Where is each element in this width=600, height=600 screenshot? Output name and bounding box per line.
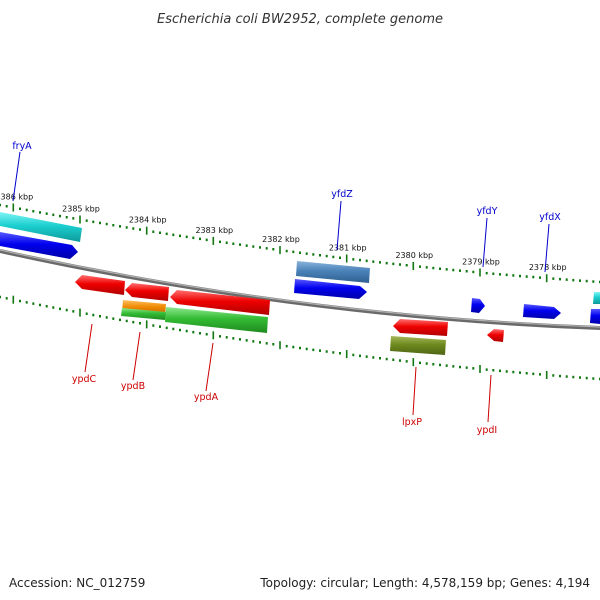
leader-line-yfdZ (336, 200, 342, 251)
gene-label-ypdI[interactable]: ypdI (477, 425, 497, 436)
gene-arrow-edge-blue[interactable] (590, 309, 600, 324)
gene-arrow-yfdZ[interactable] (294, 279, 367, 299)
gene-label-ypdB[interactable]: ypdB (121, 381, 145, 392)
scale-label: 2382 kbp (262, 235, 300, 244)
gene-label-yfdX[interactable]: yfdX (539, 212, 561, 223)
gene-arrow-ypdA-cds[interactable] (165, 307, 268, 333)
scale-label: 2378 kbp (529, 263, 567, 272)
leader-line-lpxP (412, 366, 417, 416)
outer-tick-track (0, 203, 600, 284)
scale-label: 2384 kbp (129, 216, 167, 225)
leader-line-ypdB (132, 331, 141, 381)
gene-arrow-ypdB[interactable] (125, 283, 169, 301)
scale-labels: 2386 kbp 2385 kbp 2384 kbp 2383 kbp 2382 kbp… (0, 193, 567, 273)
gene-label-yfdY[interactable]: yfdY (477, 206, 498, 217)
gene-arrow-edge-cyan[interactable] (593, 292, 600, 304)
gene-arrow-yfdY[interactable] (471, 298, 485, 313)
scale-label: 2385 kbp (62, 205, 100, 214)
gene-arrow-fryA[interactable] (0, 232, 78, 259)
scale-label: 2386 kbp (0, 193, 33, 202)
gene-label-lpxP[interactable]: lpxP (402, 417, 422, 428)
leader-line-fryA (12, 151, 21, 202)
gene-label-yfdZ[interactable]: yfdZ (331, 189, 353, 200)
gene-arrow-ypdC[interactable] (75, 275, 125, 295)
genome-title: Escherichia coli BW2952, complete genome (157, 12, 443, 27)
leader-line-ypdC (84, 323, 93, 373)
gene-arrow-ypdA[interactable] (170, 290, 270, 315)
leader-line-ypdI (487, 374, 492, 423)
leader-line-ypdA (205, 342, 214, 392)
scale-label: 2379 kbp (462, 258, 500, 267)
scale-label: 2381 kbp (329, 244, 367, 253)
gene-label-fryA[interactable]: fryA (12, 141, 32, 152)
gene-arrow-lpxP-cds[interactable] (390, 336, 446, 355)
gene-arrow-yfdX[interactable] (523, 304, 561, 319)
gene-arrow-ypdB-green[interactable] (121, 308, 166, 320)
accession-text: Accession: NC_012759 (9, 576, 145, 590)
leader-line-yfdX (544, 223, 550, 273)
gene-label-ypdA[interactable]: ypdA (194, 392, 219, 403)
gene-arrow-lpxP[interactable] (393, 319, 448, 336)
genome-backbone-highlight (0, 249, 600, 328)
gene-labels: fryA yfdZ yfdY yfdX ypdC ypdB ypdA lpxP … (12, 141, 561, 436)
gene-arrow-fryA-cds[interactable] (0, 212, 82, 242)
forward-features (0, 212, 600, 324)
scale-label: 2380 kbp (395, 251, 433, 260)
leader-line-yfdY (482, 217, 488, 268)
genome-summary-text: Topology: circular; Length: 4,578,159 bp… (259, 576, 590, 590)
gene-label-ypdC[interactable]: ypdC (72, 374, 97, 385)
reverse-features (75, 275, 504, 355)
scale-label: 2383 kbp (195, 226, 233, 235)
genome-backbone (0, 249, 600, 330)
gene-arrow-ypdI[interactable] (487, 329, 504, 342)
gene-arrow-yfdZ-cds[interactable] (296, 261, 370, 283)
inner-tick-track (0, 295, 600, 381)
